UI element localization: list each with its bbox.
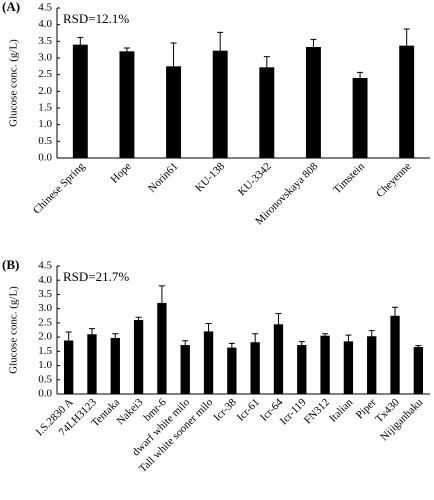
y-tick-label: 2.5 [38, 316, 52, 328]
bar [297, 345, 307, 394]
error-bar [88, 328, 95, 341]
bar [180, 345, 190, 394]
y-tick-label: 1.0 [38, 359, 52, 371]
y-axis-label: Glucose conc. (g/L) [8, 286, 20, 374]
x-tick-label: Nakei3 [115, 396, 146, 427]
bar [63, 340, 74, 394]
error-bar [345, 334, 352, 349]
bar [119, 51, 135, 159]
error-bar [112, 333, 119, 343]
x-tick-label: Icr-38 [211, 396, 239, 424]
y-tick-label: 4.5 [38, 260, 52, 272]
x-tick-label: Hope [109, 160, 134, 185]
bar [212, 50, 228, 158]
error-bar [357, 71, 364, 85]
x-tick-label: Italian [327, 396, 356, 425]
y-tick-label: 1.5 [38, 102, 52, 114]
y-tick-label: 3.5 [38, 288, 52, 300]
bar [87, 334, 97, 394]
error-bar [392, 306, 399, 325]
bar [390, 315, 400, 394]
bar [203, 331, 214, 394]
error-bar [263, 56, 270, 79]
bar [413, 347, 424, 394]
error-bar [252, 333, 259, 352]
x-tick-label: KU-3342 [236, 160, 274, 198]
y-tick-label: 2.5 [38, 68, 52, 80]
error-bar [322, 333, 329, 339]
x-tick-label: Icr-119 [278, 396, 309, 427]
y-tick-label: 0.5 [38, 135, 52, 147]
error-bar [275, 313, 282, 336]
error-bar [217, 31, 224, 70]
y-tick-label: 2.0 [38, 85, 52, 97]
x-tick-label: Icr-61 [235, 396, 262, 423]
bar [250, 342, 260, 394]
error-bar [135, 316, 142, 324]
y-tick-label: 1.0 [38, 118, 52, 130]
y-tick-label: 3.0 [38, 302, 52, 314]
bar [320, 335, 330, 394]
bar [133, 320, 144, 394]
error-bar [123, 47, 130, 56]
bar [399, 45, 415, 158]
error-bar [368, 330, 375, 343]
y-tick-label: 2.0 [38, 331, 52, 343]
bar [227, 347, 237, 394]
y-tick-label: 0.5 [38, 373, 52, 385]
y-tick-label: 3.5 [38, 35, 52, 47]
y-tick-label: 0.0 [38, 152, 52, 164]
bar [343, 341, 354, 394]
y-tick-label: 4.5 [38, 2, 52, 14]
annotation: RSD=21.7% [63, 269, 129, 284]
bar [305, 47, 321, 158]
bar [273, 324, 284, 394]
error-bar [65, 331, 72, 350]
error-bar [158, 285, 165, 321]
error-bar [182, 340, 189, 350]
y-tick-label: 1.5 [38, 345, 52, 357]
x-tick-label: FN312 [302, 396, 332, 426]
error-bar [77, 36, 84, 53]
error-bar [415, 345, 422, 349]
bar [157, 302, 167, 394]
y-axis-label: Glucose conc. (g/L) [8, 39, 20, 127]
bar [352, 78, 368, 158]
bar [72, 44, 88, 158]
error-bar [310, 38, 317, 56]
y-tick-label: 4.0 [38, 274, 52, 286]
annotation: RSD=12.1% [63, 11, 129, 26]
x-tick-label: Cheyenne [374, 160, 414, 200]
bar [367, 336, 377, 394]
x-tick-label: KU-138 [193, 160, 227, 194]
error-bar [298, 341, 305, 349]
x-tick-label: Timstein [331, 160, 367, 196]
x-tick-label: Chinese Spring [31, 160, 88, 217]
bar [166, 66, 182, 158]
bar [110, 337, 120, 394]
error-bar [403, 28, 410, 63]
error-bar [170, 42, 177, 91]
y-tick-label: 3.0 [38, 52, 52, 64]
error-bar [205, 322, 212, 340]
panel-label: (B) [2, 257, 19, 272]
y-tick-label: 4.0 [38, 18, 52, 30]
x-tick-label: Norin61 [146, 160, 180, 194]
y-tick-label: 0.0 [38, 388, 52, 400]
bar [259, 67, 275, 158]
panel-label: (A) [2, 0, 20, 14]
error-bar [228, 342, 235, 353]
